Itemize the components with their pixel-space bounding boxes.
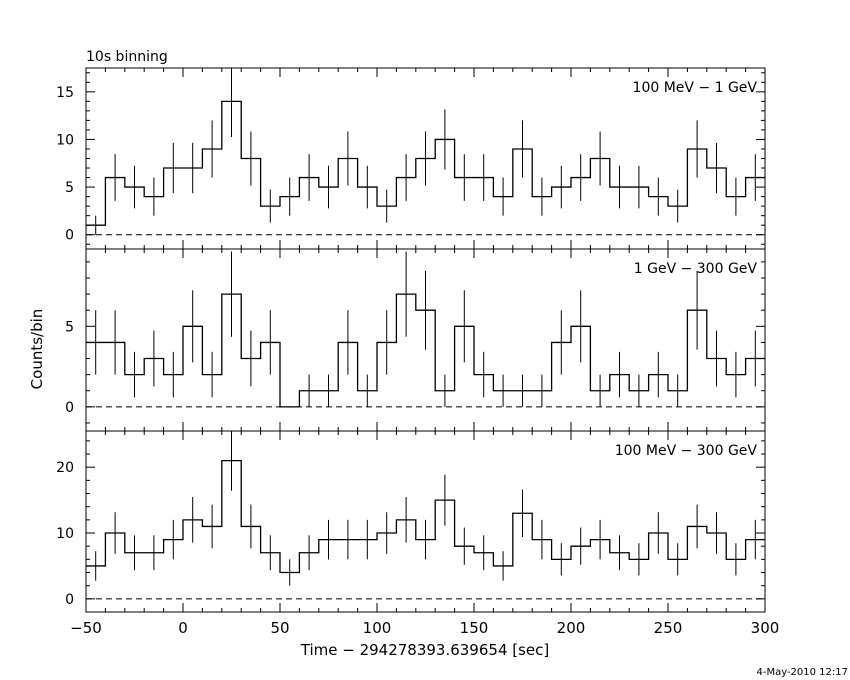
x-tick-label: 0 <box>178 619 188 637</box>
panel-2: 0 5 1 GeV − 300 GeV <box>65 248 766 432</box>
y-tick-label: 10 <box>56 526 74 542</box>
y-tick-label: 15 <box>56 85 74 101</box>
y-tick-label: 10 <box>56 132 74 148</box>
energy-band-label: 1 GeV − 300 GeV <box>634 261 758 277</box>
y-tick-label: 0 <box>65 592 74 608</box>
x-tick-label: 300 <box>751 619 780 637</box>
panel-3: 0 10 20 100 MeV − 300 GeV <box>56 430 766 613</box>
energy-band-label: 100 MeV − 1 GeV <box>633 80 758 96</box>
y-tick-label: 5 <box>65 319 74 335</box>
y-tick-label: 5 <box>65 180 74 196</box>
y-tick-label: 0 <box>65 400 74 416</box>
x-tick-label: 150 <box>460 619 489 637</box>
panels: 0 5 10 15 100 MeV − 1 GeV 0 5 1 GeV − 300 GeV 0 1… <box>56 67 766 613</box>
date-stamp: 4-May-2010 12:17 <box>756 667 848 678</box>
x-tick-label: 200 <box>557 619 586 637</box>
panel-frame <box>85 430 766 613</box>
x-axis-label: Time − 294278393.639654 [sec] <box>300 641 550 659</box>
x-tick-label: 100 <box>363 619 392 637</box>
x-tick-label: −50 <box>70 619 102 637</box>
energy-band-label: 100 MeV − 300 GeV <box>615 443 758 459</box>
panel-1: 0 5 10 15 100 MeV − 1 GeV <box>56 67 766 250</box>
y-tick-label: 20 <box>56 460 74 476</box>
count-histogram <box>86 100 765 226</box>
x-tick-labels: −50 0 50 100 150 200 250 300 <box>70 619 779 637</box>
y-tick-label: 0 <box>65 228 74 244</box>
binning-title: 10s binning <box>86 49 168 65</box>
count-histogram <box>86 459 765 574</box>
x-tick-label: 250 <box>654 619 683 637</box>
x-tick-label: 50 <box>270 619 289 637</box>
y-axis-label: Counts/bin <box>28 309 46 390</box>
